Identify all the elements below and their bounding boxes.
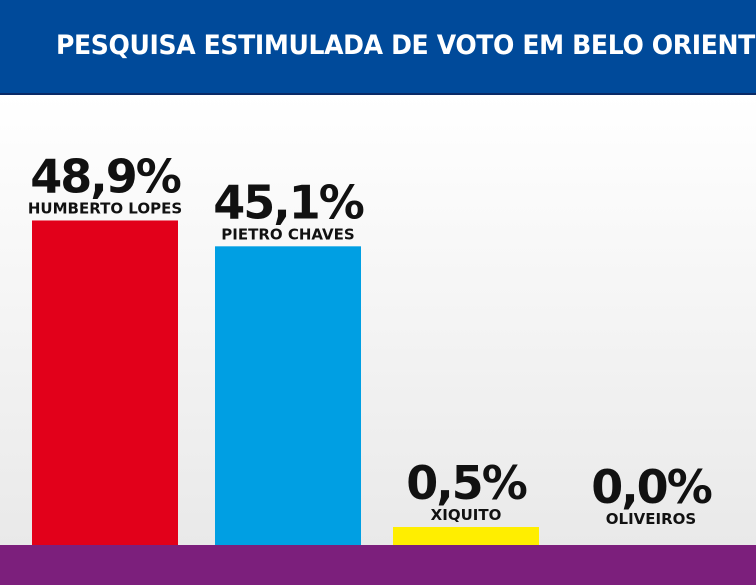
value-label: 0,5%	[406, 456, 526, 510]
category-label: HUMBERTO LOPES	[28, 199, 182, 217]
value-label: 0,0%	[591, 460, 711, 514]
category-label: OLIVEIROS	[606, 510, 696, 528]
category-label: PIETRO CHAVES	[221, 225, 354, 243]
chart-header: PESQUISA ESTIMULADA DE VOTO EM BELO ORIE…	[0, 0, 756, 95]
chart-title: PESQUISA ESTIMULADA DE VOTO EM BELO ORIE…	[56, 30, 756, 61]
category-label: XIQUITO	[431, 506, 502, 524]
bar-pietro-chaves	[215, 246, 361, 553]
value-label: 45,1%	[213, 175, 363, 229]
base-strip	[0, 545, 756, 585]
bar-humberto-lopes	[32, 220, 178, 554]
value-label: 48,9%	[30, 149, 180, 203]
